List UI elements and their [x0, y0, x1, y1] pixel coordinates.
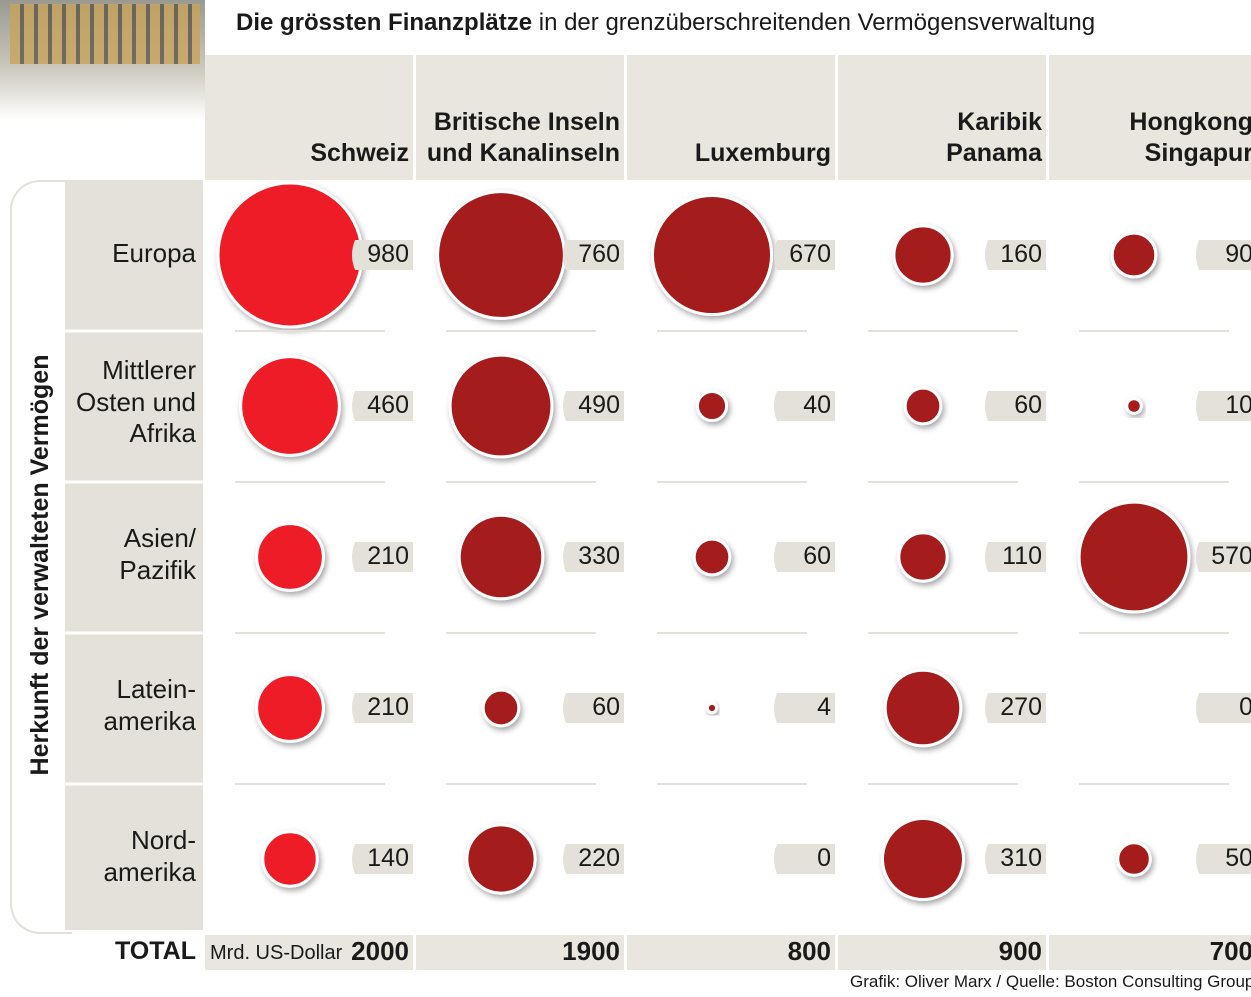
total-label: TOTAL: [115, 936, 196, 967]
bubble: [885, 670, 961, 746]
row-label: Mittlerer Osten und Afrika: [76, 355, 196, 450]
bubble: [905, 388, 941, 424]
value-label: 0: [1197, 692, 1251, 723]
y-axis-title: Herkunft der verwalteten Vermögen: [25, 355, 56, 776]
value-label: 670: [775, 239, 831, 270]
value-label: 10: [1197, 390, 1251, 421]
value-label: 220: [564, 843, 620, 874]
bubble: [1112, 233, 1156, 277]
value-label: 330: [564, 541, 620, 572]
bubble: [694, 539, 730, 575]
bubble: [459, 515, 543, 599]
total-value: 700: [1049, 936, 1251, 968]
row-label: Europa: [112, 238, 196, 270]
bubble: [263, 832, 317, 886]
chart: Die grössten Finanzplätze in der grenzüb…: [0, 0, 1251, 997]
value-label: 60: [986, 390, 1042, 421]
value-label: 40: [775, 390, 831, 421]
bubble: [1118, 843, 1151, 876]
bubble: [483, 690, 519, 726]
bubble: [241, 357, 340, 456]
bubble: [218, 183, 362, 327]
value-label: 140: [353, 843, 409, 874]
unit-label: Mrd. US-Dollar: [210, 941, 342, 965]
bubble: [450, 355, 552, 457]
bubble: [1127, 399, 1142, 414]
value-label: 160: [986, 239, 1042, 270]
bubble: [257, 524, 324, 591]
row-label: Latein- amerika: [104, 674, 196, 737]
bubble: [883, 819, 964, 900]
value-label: 460: [353, 390, 409, 421]
row-label: Nord- amerika: [104, 825, 196, 888]
column-header: Karibik Panama: [838, 107, 1042, 168]
bubble: [894, 226, 952, 284]
bubble: [707, 703, 716, 712]
bubble: [652, 195, 771, 314]
row-label: Asien/ Pazifik: [119, 523, 196, 586]
column-header: Luxemburg: [627, 138, 831, 169]
value-label: 60: [775, 541, 831, 572]
value-label: 270: [986, 692, 1042, 723]
value-label: 50: [1197, 843, 1251, 874]
total-value: 800: [627, 936, 831, 968]
bubble: [899, 533, 947, 581]
total-value: 900: [838, 936, 1042, 968]
value-label: 490: [564, 390, 620, 421]
value-label: 310: [986, 843, 1042, 874]
value-label: 90: [1197, 239, 1251, 270]
bubble: [257, 675, 324, 742]
bubble: [467, 825, 535, 893]
column-header: Britische Inseln und Kanalinseln: [416, 107, 620, 168]
bubble: [438, 192, 565, 319]
value-label: 210: [353, 692, 409, 723]
value-label: 760: [564, 239, 620, 270]
value-label: 4: [775, 692, 831, 723]
value-label: 570: [1197, 541, 1251, 572]
value-label: 210: [353, 541, 409, 572]
total-value: 1900: [416, 936, 620, 968]
value-label: 0: [775, 843, 831, 874]
value-label: 980: [353, 239, 409, 270]
source: Grafik: Oliver Marx / Quelle: Boston Con…: [850, 972, 1251, 993]
bubble: [1079, 502, 1189, 612]
value-label: 110: [986, 541, 1042, 572]
bubble: [697, 391, 726, 420]
column-header: Schweiz: [205, 138, 409, 169]
column-header: Hongkong Singapur: [1049, 107, 1251, 168]
value-label: 60: [564, 692, 620, 723]
